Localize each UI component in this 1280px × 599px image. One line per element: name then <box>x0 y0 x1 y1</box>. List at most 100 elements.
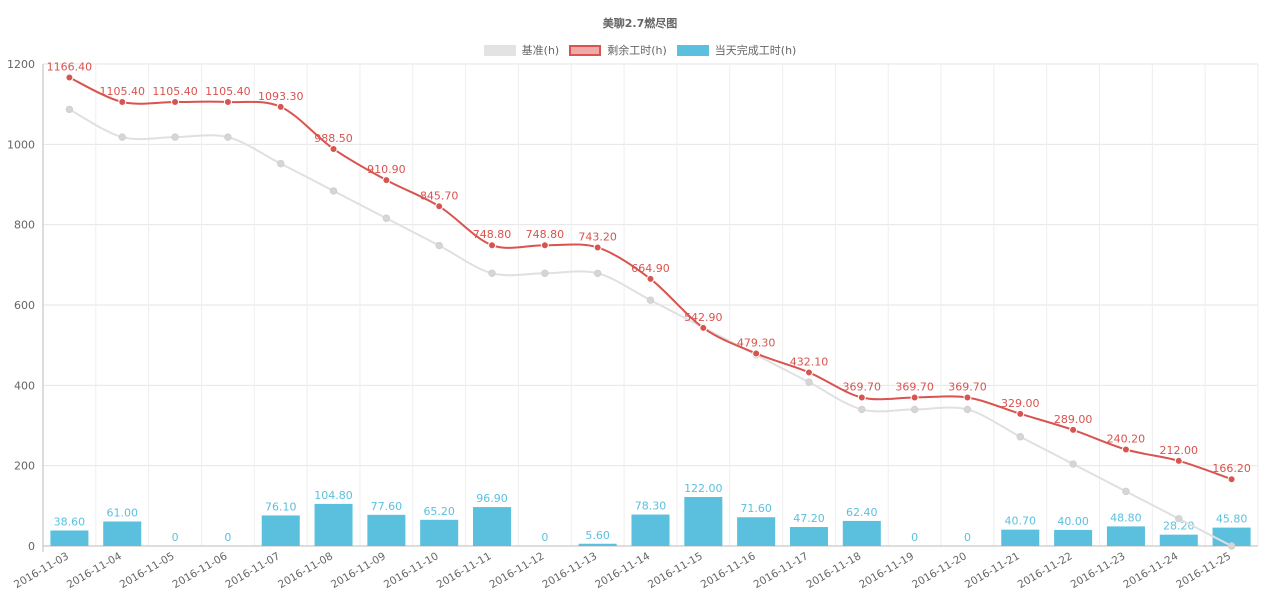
legend-item-baseline[interactable]: 基准(h) <box>483 42 560 58</box>
remaining-value-label: 1105.40 <box>99 85 145 98</box>
remaining-point <box>910 393 919 402</box>
bar-value-label: 40.70 <box>1005 515 1037 528</box>
bar-completed <box>420 519 459 546</box>
bar-completed <box>50 530 89 546</box>
bar-value-label: 78.30 <box>635 500 667 513</box>
x-tick-label: 2016-11-04 <box>65 550 124 591</box>
baseline-point <box>329 187 338 195</box>
chart-title: 美聊2.7燃尽图 <box>602 17 678 30</box>
x-tick-label: 2016-11-11 <box>435 550 494 591</box>
remaining-value-label: 289.00 <box>1054 413 1093 426</box>
baseline-point <box>910 405 919 414</box>
remaining-point <box>752 349 761 358</box>
remaining-point <box>382 176 391 185</box>
y-tick-label: 200 <box>14 460 35 473</box>
baseline-point <box>171 133 179 141</box>
x-tick-label: 2016-11-18 <box>804 550 863 591</box>
bar-value-label: 76.10 <box>265 500 297 513</box>
remaining-value-label: 432.10 <box>790 355 829 368</box>
remaining-point <box>1016 409 1025 418</box>
remaining-point <box>1121 445 1130 454</box>
y-tick-label: 1200 <box>7 58 35 71</box>
remaining-point <box>488 241 497 250</box>
bar-completed <box>789 527 828 546</box>
bar-completed <box>314 503 353 546</box>
legend-label-completed: 当天完成工时(h) <box>714 44 797 57</box>
remaining-value-label: 748.80 <box>526 228 565 241</box>
bar-completed <box>103 521 142 546</box>
remaining-value-label: 240.20 <box>1107 433 1146 446</box>
y-tick-label: 600 <box>14 299 35 312</box>
remaining-value-label: 1166.40 <box>47 60 93 73</box>
y-tick-label: 1000 <box>7 138 35 151</box>
remaining-value-label: 1093.30 <box>258 90 304 103</box>
baseline-point <box>963 405 972 414</box>
bar-value-label: 0 <box>224 531 231 544</box>
bar-value-label: 40.00 <box>1057 515 1089 528</box>
x-tick-label: 2016-11-13 <box>540 550 599 591</box>
bar-value-label: 96.90 <box>476 492 508 505</box>
legend-label-baseline: 基准(h) <box>521 44 560 57</box>
remaining-point <box>1174 456 1183 465</box>
remaining-value-label: 1105.40 <box>205 85 251 98</box>
remaining-value-label: 748.80 <box>473 228 512 241</box>
chart-legend: 基准(h) 剩余工时(h) 当天完成工时(h) <box>0 42 1280 58</box>
remaining-point <box>699 323 708 332</box>
bar-completed <box>1106 526 1145 546</box>
remaining-point <box>223 97 232 106</box>
x-tick-label: 2016-11-03 <box>12 550 71 591</box>
baseline-point <box>593 269 602 277</box>
bar-value-label: 0 <box>911 531 918 544</box>
x-tick-label: 2016-11-24 <box>1121 550 1180 591</box>
bar-completed <box>842 520 881 546</box>
x-tick-label: 2016-11-22 <box>1016 550 1075 591</box>
x-tick-label: 2016-11-08 <box>276 550 335 591</box>
legend-swatch-remaining <box>569 44 602 56</box>
remaining-value-label: 369.70 <box>948 381 987 394</box>
bar-completed <box>631 514 670 546</box>
bar-completed <box>737 517 776 546</box>
x-tick-label: 2016-11-21 <box>963 550 1022 591</box>
legend-item-completed[interactable]: 当天完成工时(h) <box>676 42 797 58</box>
x-tick-label: 2016-11-15 <box>646 550 705 591</box>
remaining-point <box>329 144 338 153</box>
bar-value-label: 0 <box>541 531 548 544</box>
remaining-point <box>540 241 549 250</box>
x-tick-label: 2016-11-23 <box>1069 550 1128 591</box>
remaining-point <box>435 202 444 211</box>
legend-swatch-baseline <box>483 44 516 56</box>
remaining-point <box>65 73 74 82</box>
bar-value-label: 122.00 <box>684 482 723 495</box>
remaining-point <box>171 97 180 106</box>
y-tick-label: 0 <box>28 540 35 553</box>
remaining-point <box>646 274 655 283</box>
bar-completed <box>367 514 406 546</box>
remaining-value-label: 743.20 <box>578 230 617 243</box>
x-tick-label: 2016-11-07 <box>223 550 282 591</box>
bar-value-label: 45.80 <box>1216 513 1248 526</box>
remaining-value-label: 664.90 <box>631 262 670 275</box>
x-tick-label: 2016-11-05 <box>118 550 177 591</box>
baseline-point <box>646 296 655 304</box>
bar-value-label: 62.40 <box>846 506 878 519</box>
baseline-point <box>277 159 285 168</box>
bar-value-label: 71.60 <box>740 502 772 515</box>
x-tick-label: 2016-11-25 <box>1174 550 1233 591</box>
x-tick-label: 2016-11-19 <box>857 550 916 591</box>
legend-item-remaining[interactable]: 剩余工时(h) <box>569 42 667 58</box>
remaining-value-label: 845.70 <box>420 189 459 202</box>
y-tick-label: 400 <box>14 379 35 392</box>
baseline-point <box>435 241 443 250</box>
bar-value-label: 38.60 <box>54 515 86 528</box>
remaining-point <box>276 102 285 111</box>
bar-completed <box>1159 534 1198 546</box>
baseline-point <box>65 105 74 114</box>
baseline-point <box>1175 514 1183 523</box>
bar-value-label: 61.00 <box>106 506 138 519</box>
baseline-point <box>224 133 232 141</box>
remaining-point <box>118 97 127 106</box>
remaining-point <box>804 368 813 377</box>
remaining-value-label: 910.90 <box>367 163 406 176</box>
bar-value-label: 5.60 <box>585 529 610 542</box>
